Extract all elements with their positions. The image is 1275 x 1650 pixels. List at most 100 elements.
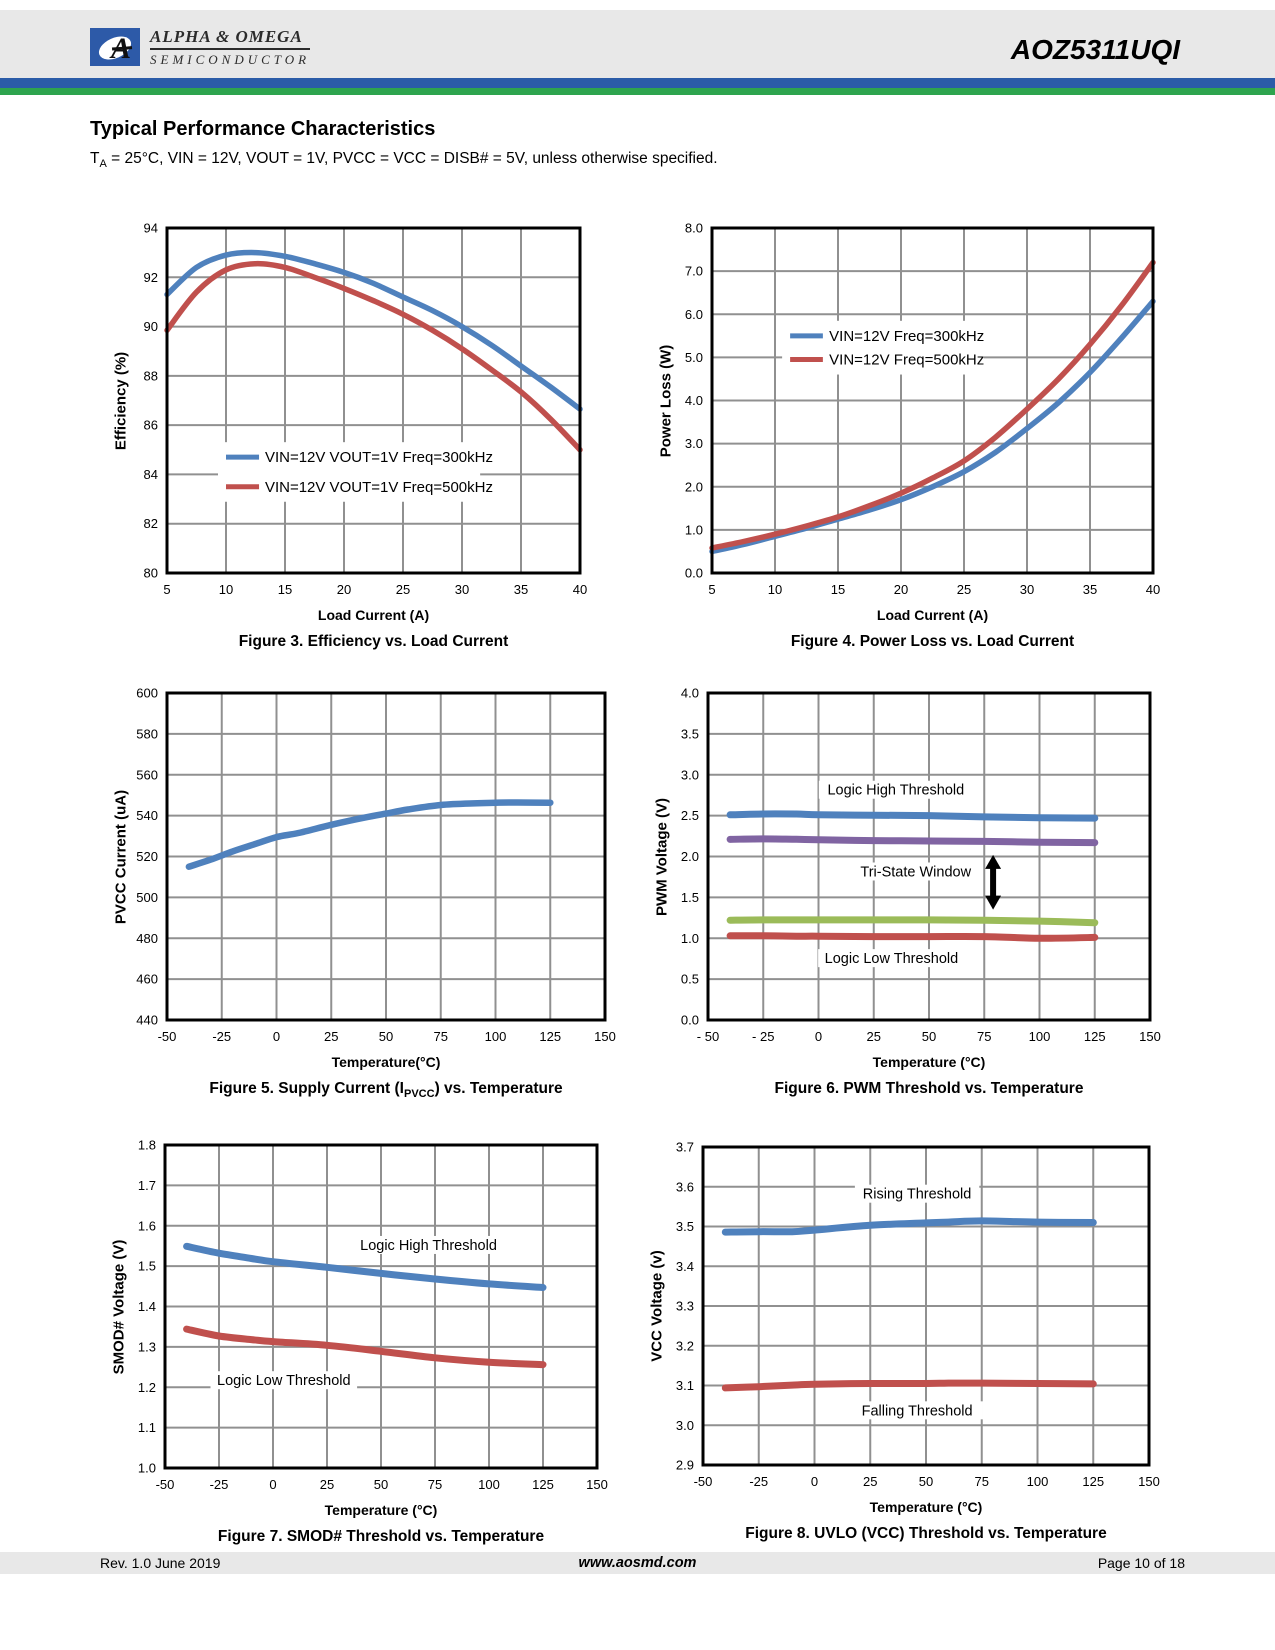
x-tick-label: -25 <box>749 1474 768 1489</box>
y-tick-label: 600 <box>136 686 158 701</box>
y-tick-label: 7.0 <box>685 264 703 279</box>
y-tick-label: 1.5 <box>138 1259 156 1274</box>
series-line-logic-low-upper <box>726 916 1099 927</box>
y-tick-label: 2.9 <box>676 1458 694 1473</box>
figure-power-loss-vs-load: Power Loss (W) 0.0 1.0 2.0 3.0 4.0 5.0 6.0 7.0 8… <box>654 218 1169 663</box>
figure-caption: Figure 4. Power Loss vs. Load Current <box>672 633 1193 653</box>
x-axis-title: Load Current (A) <box>317 607 430 623</box>
annotation-label: Rising Threshold <box>863 1187 972 1203</box>
annotation-label: Tri-State Window <box>860 864 971 880</box>
y-tick-label: 3.6 <box>676 1179 694 1194</box>
figure-smod-threshold-vs-temp: SMOD# Voltage (V) 1.0 1.1 1.2 1.3 1.4 1.5 1.6 1… <box>107 1135 613 1558</box>
annotation-label: Logic Low Threshold <box>217 1373 351 1389</box>
cond-post: = 25°C, VIN = 12V, VOUT = 1V, PVCC = VCC… <box>106 150 718 167</box>
x-tick-label: 100 <box>478 1477 500 1492</box>
x-tick-label: 35 <box>1083 582 1097 597</box>
plot-border <box>706 691 1152 1022</box>
y-tick-label: 1.0 <box>681 931 699 946</box>
annotation-label: Falling Threshold <box>862 1403 973 1419</box>
y-tick-label: 4.0 <box>681 686 699 701</box>
series-line-vin-12v-freq-500khz <box>709 259 1156 551</box>
y-tick-label: 2.0 <box>681 849 699 864</box>
x-tick-label: 40 <box>1146 582 1160 597</box>
footer-revision: Rev. 1.0 June 2019 <box>100 1555 221 1571</box>
x-tick-label: 150 <box>1138 1474 1160 1489</box>
annotation-label: Logic High Threshold <box>827 783 964 799</box>
x-axis-title: Temperature (°C) <box>324 1502 438 1518</box>
figure-supply-current-vs-temp: PVCC Current (uA) 440 460 480 500 520 540 560 5… <box>109 683 621 1110</box>
page-title: Typical Performance Characteristics <box>90 118 436 140</box>
x-tick-label: 125 <box>539 1029 561 1044</box>
plot-border <box>701 1145 1151 1467</box>
x-tick-label: 75 <box>975 1474 989 1489</box>
chart-canvas: 0.0 0.5 1.0 1.5 2.0 2.5 3.0 3.5 4.0 - 50 - 25 0 25 50… <box>681 686 1161 1045</box>
series-line-logic-high-lower <box>726 835 1099 847</box>
y-tick-label: 440 <box>136 1013 158 1028</box>
x-tick-label: 150 <box>586 1477 608 1492</box>
y-tick-label: 1.0 <box>685 522 703 537</box>
y-tick-label: 3.7 <box>676 1140 694 1155</box>
caption-pre: Figure 7. SMOD# Threshold vs. Temperatur… <box>217 1528 545 1545</box>
y-tick-label: 540 <box>136 808 158 823</box>
x-tick-label: 75 <box>434 1029 448 1044</box>
series-line-rising-threshold <box>721 1217 1097 1236</box>
y-tick-label: 94 <box>144 221 158 236</box>
y-tick-label: 90 <box>144 319 158 334</box>
y-tick-label: 1.0 <box>138 1461 156 1476</box>
figure-efficiency-vs-load: Efficiency (%) 80 82 84 86 88 90 92 94 5 10 15 20 25… <box>109 218 596 663</box>
figure-caption: Figure 3. Efficiency vs. Load Current <box>127 633 620 653</box>
series-line-pvcc-supply-current <box>185 799 554 870</box>
chart-canvas: 80 82 84 86 88 90 92 94 5 10 15 20 25 30 35 40 VIN=12V V… <box>144 221 588 598</box>
y-tick-label: 8.0 <box>685 221 703 236</box>
x-tick-label: 25 <box>320 1477 334 1492</box>
y-tick-label: 80 <box>144 566 158 581</box>
annotation-background <box>854 1184 980 1203</box>
x-tick-label: 25 <box>396 582 410 597</box>
arrow-head-up <box>985 854 1002 869</box>
x-tick-label: 150 <box>1139 1029 1161 1044</box>
x-tick-label: 30 <box>455 582 469 597</box>
x-tick-label: 125 <box>1082 1474 1104 1489</box>
x-tick-label: 0 <box>811 1474 818 1489</box>
footer-website: www.aosmd.com <box>578 1555 697 1571</box>
annotation-background <box>853 862 978 881</box>
series-line-logic-low-lower <box>726 932 1099 942</box>
caption-pre: Figure 6. PWM Threshold vs. Temperature <box>774 1080 1084 1097</box>
x-tick-label: -50 <box>156 1477 175 1492</box>
footer-band: Rev. 1.0 June 2019 www.aosmd.com Page 10… <box>0 1552 1275 1574</box>
x-tick-label: 50 <box>374 1477 388 1492</box>
y-tick-label: 4.0 <box>685 393 703 408</box>
legend-background <box>782 320 984 375</box>
plot-area <box>167 228 580 573</box>
y-tick-label: 1.6 <box>138 1218 156 1233</box>
y-tick-label: 0.0 <box>685 566 703 581</box>
x-tick-label: 50 <box>919 1474 933 1489</box>
y-tick-label: 1.3 <box>138 1339 156 1354</box>
x-tick-label: 25 <box>324 1029 338 1044</box>
x-tick-label: 30 <box>1020 582 1034 597</box>
test-conditions: TA = 25°C, VIN = 12V, VOUT = 1V, PVCC = … <box>90 150 718 170</box>
y-tick-label: 1.1 <box>138 1420 156 1435</box>
annotation-background <box>851 1401 983 1420</box>
y-tick-label: 3.1 <box>676 1378 694 1393</box>
plot-border <box>165 226 582 575</box>
brand-line2: SEMICONDUCTOR <box>150 52 311 67</box>
caption-pre: Figure 3. Efficiency vs. Load Current <box>238 633 509 650</box>
aos-logo-icon: A <box>90 28 140 66</box>
x-tick-label: 40 <box>573 582 587 597</box>
caption-pre: Figure 4. Power Loss vs. Load Current <box>790 633 1075 650</box>
footer-page-number: Page 10 of 18 <box>1097 1555 1185 1571</box>
x-axis-title: Temperature (°C) <box>872 1054 986 1070</box>
x-tick-label: 100 <box>1027 1474 1049 1489</box>
figure-caption: Figure 6. PWM Threshold vs. Temperature <box>668 1080 1190 1100</box>
x-tick-label: 25 <box>957 582 971 597</box>
series-line-logic-high-upper <box>726 810 1099 822</box>
x-tick-label: 125 <box>532 1477 554 1492</box>
figure-uvlo-threshold-vs-temp: VCC Voltage (v) 2.9 3.0 3.1 3.2 3.3 3.4 3.5 3.6… <box>645 1137 1165 1555</box>
y-tick-label: 0.5 <box>681 972 699 987</box>
y-tick-label: 3.0 <box>681 767 699 782</box>
y-tick-label: 3.0 <box>676 1418 694 1433</box>
y-tick-label: 3.2 <box>676 1338 694 1353</box>
x-tick-label: 100 <box>485 1029 507 1044</box>
x-tick-label: 125 <box>1084 1029 1106 1044</box>
